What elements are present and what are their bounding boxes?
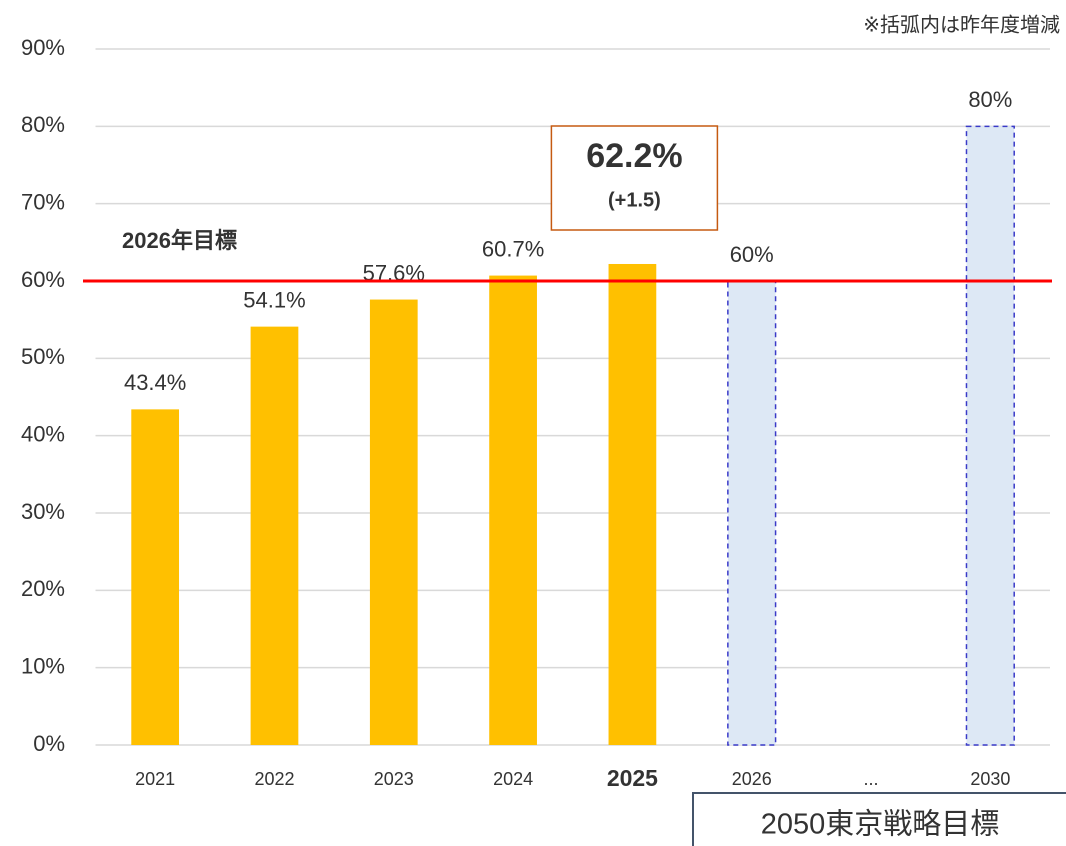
note: ※括弧内は昨年度増減 [863,13,1060,36]
y-tick-label: 30% [21,499,65,524]
value-label: 43.4% [124,370,186,395]
target-bar [727,280,777,746]
y-tick-label: 20% [21,576,65,601]
x-tick-label: 2030 [970,769,1010,789]
value-label: 60.7% [482,236,544,261]
y-tick-label: 60% [21,267,65,292]
value-label: 80% [968,87,1012,112]
value-label: 54.1% [243,287,305,312]
x-tick-label: 2026 [732,769,772,789]
reference-label: 2026年目標 [122,228,237,253]
bar [131,409,180,745]
x-tick-label: 2022 [254,769,294,789]
y-tick-label: 0% [33,731,65,756]
bar [489,275,537,745]
y-tick-label: 70% [21,189,65,214]
bar [250,326,299,745]
y-tick-label: 50% [21,344,65,369]
x-tick-label: 2023 [374,769,414,789]
callout-box [550,125,719,231]
target-bar [965,125,1015,746]
value-label: 60% [730,242,774,267]
box-label: 2050東京戦略目標 [761,808,1000,841]
x-tick-label: 2025 [607,765,658,791]
y-tick-label: 80% [21,112,65,137]
callout-value: 62.2% [586,137,682,175]
x-tick-label: 2021 [135,769,175,789]
x-tick-label: ... [864,769,879,789]
y-tick-label: 90% [21,35,65,60]
x-tick-label: 2024 [493,769,533,789]
callout-change: (+1.5) [608,189,661,211]
y-tick-label: 10% [21,653,65,678]
bar [369,299,418,745]
bar [608,263,657,745]
y-tick-label: 40% [21,421,65,446]
box-frame [692,792,1066,846]
